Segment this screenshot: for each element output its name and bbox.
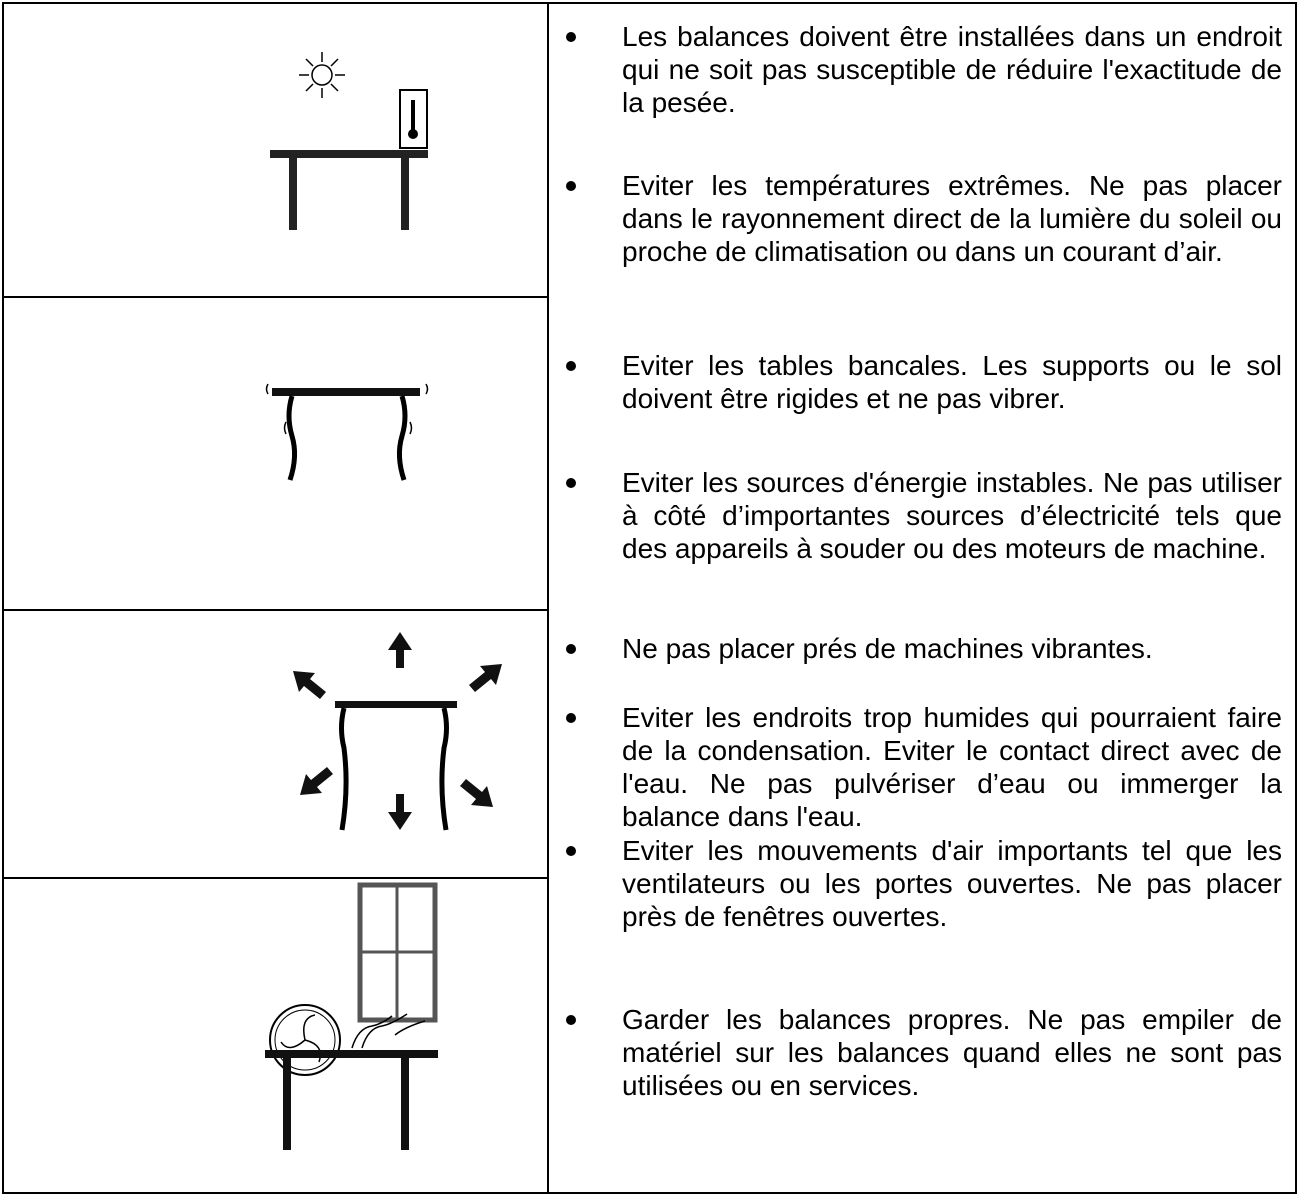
vibration-icon — [293, 632, 502, 831]
bullet-text: Eviter les tables bancales. Les supports… — [622, 350, 1282, 414]
air-flow-icon — [265, 882, 438, 1150]
bullet — [566, 846, 576, 856]
bullet — [566, 361, 576, 371]
bullet-text: Eviter les mouvements d'air importants t… — [622, 835, 1282, 932]
bullet-text: Eviter les sources d'énergie instables. … — [622, 467, 1282, 564]
bullet — [566, 1015, 576, 1025]
bullet-text: Eviter les endroits trop humides qui pou… — [622, 702, 1282, 832]
bullet-text: Eviter les températures extrêmes. Ne pas… — [622, 170, 1282, 267]
bullet-text: Les balances doivent être installées dan… — [622, 21, 1282, 118]
sun-table-icon — [270, 52, 428, 230]
bullet — [566, 478, 576, 488]
bullet — [566, 181, 576, 191]
bullet — [566, 713, 576, 723]
bullet-text: Ne pas placer prés de machines vibrantes… — [622, 633, 1153, 664]
bullet — [566, 644, 576, 654]
wobbly-table-icon — [265, 383, 429, 481]
bullet — [566, 32, 576, 42]
bullet-text: Garder les balances propres. Ne pas empi… — [622, 1004, 1282, 1101]
